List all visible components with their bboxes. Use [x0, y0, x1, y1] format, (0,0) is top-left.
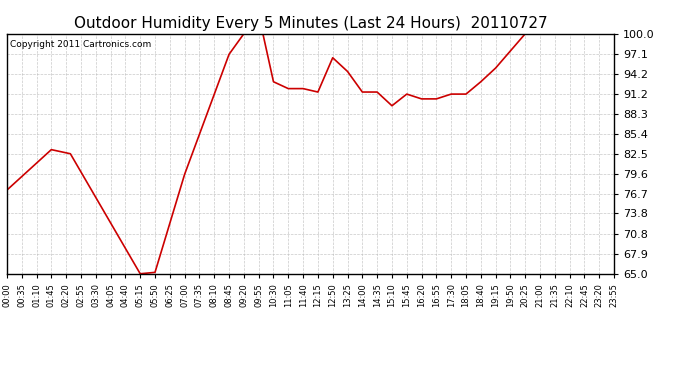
Text: Copyright 2011 Cartronics.com: Copyright 2011 Cartronics.com — [10, 40, 151, 49]
Title: Outdoor Humidity Every 5 Minutes (Last 24 Hours)  20110727: Outdoor Humidity Every 5 Minutes (Last 2… — [74, 16, 547, 31]
